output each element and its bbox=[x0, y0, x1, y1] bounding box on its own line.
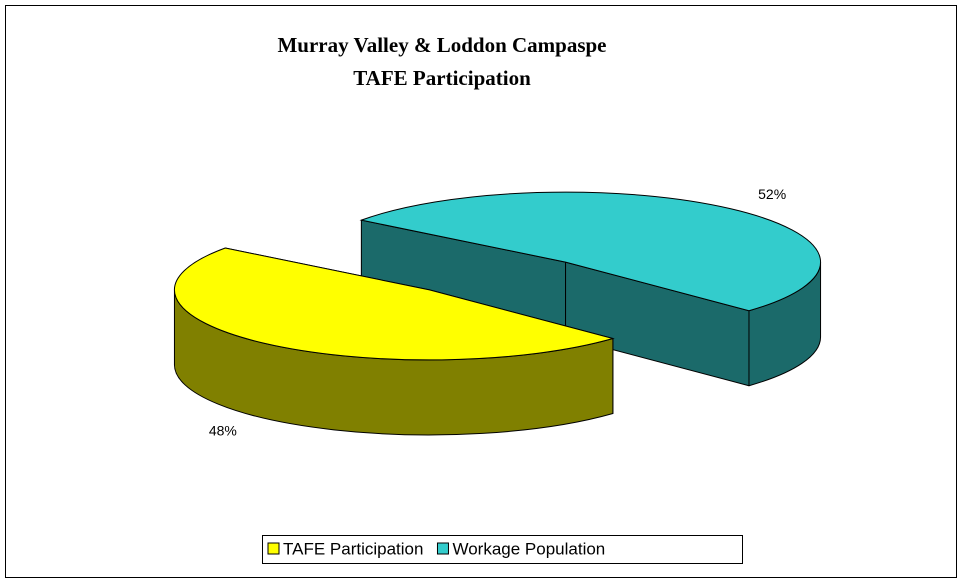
legend-label: TAFE Participation bbox=[283, 539, 423, 558]
pie: 48% 52% bbox=[173, 186, 822, 438]
legend-label: Workage Population bbox=[452, 539, 605, 558]
data-label: 48% bbox=[209, 422, 237, 438]
legend-box bbox=[262, 535, 743, 564]
chart-title: Murray Valley & Loddon Campaspe bbox=[277, 33, 606, 57]
chart-title: TAFE Participation bbox=[353, 66, 531, 90]
legend-swatch bbox=[436, 542, 449, 555]
legend-swatch bbox=[267, 542, 280, 555]
slice bbox=[173, 247, 615, 361]
legend: TAFE Participation Workage Population bbox=[267, 539, 605, 558]
slice bbox=[359, 191, 822, 312]
data-label: 52% bbox=[758, 186, 786, 202]
